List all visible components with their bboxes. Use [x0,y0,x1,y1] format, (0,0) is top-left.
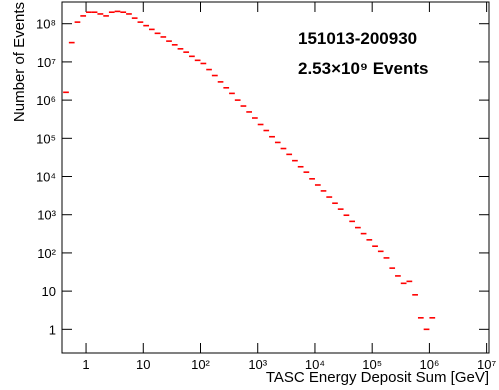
x-tick-label: 10³ [248,357,267,372]
y-tick-label: 10³ [37,208,56,223]
y-axis-label: Number of Events [11,2,28,122]
annotation: 2.53×10⁹ Events [298,59,428,78]
y-tick-label: 10⁴ [36,170,56,185]
x-tick-label: 1 [82,357,89,372]
x-tick-label: 10⁵ [362,357,382,372]
x-axis-label: TASC Energy Deposit Sum [GeV] [266,369,489,386]
y-tick-label: 10⁵ [36,131,56,146]
plot-frame [61,1,490,354]
y-tick-label: 10⁷ [37,55,56,70]
x-tick-label: 10² [191,357,210,372]
x-tick-label: 10⁶ [419,357,439,372]
x-tick-label: 10⁷ [477,357,496,372]
y-tick-label: 1 [49,322,56,337]
x-tick-label: 10 [136,357,150,372]
y-tick-label: 10 [42,284,56,299]
x-tick-label: 10⁴ [305,357,325,372]
y-tick-label: 10⁸ [36,17,56,32]
annotation: 151013-200930 [298,29,417,48]
y-tick-label: 10⁶ [36,93,56,108]
y-tick-label: 10² [37,246,56,261]
